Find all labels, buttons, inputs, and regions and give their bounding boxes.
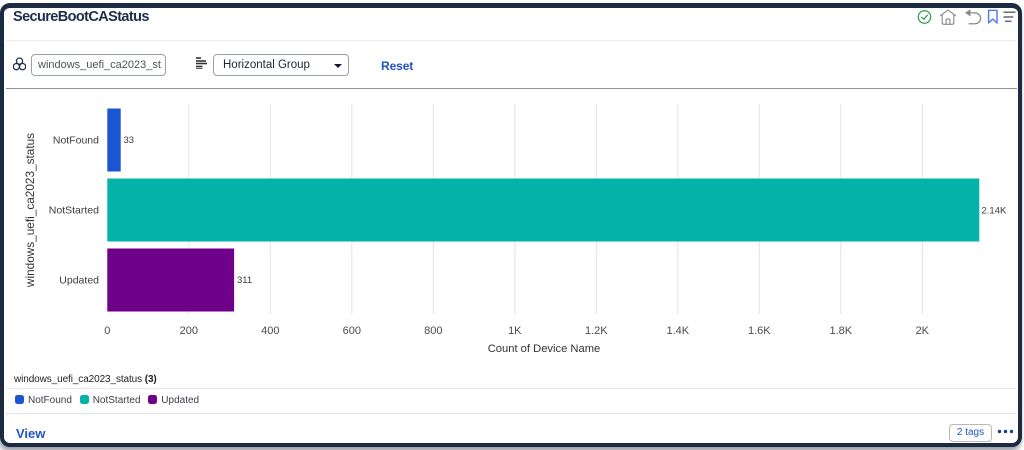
svg-text:1.8K: 1.8K bbox=[829, 325, 852, 337]
svg-text:2.14K: 2.14K bbox=[982, 206, 1007, 217]
svg-text:33: 33 bbox=[124, 135, 135, 146]
svg-text:0: 0 bbox=[104, 325, 110, 337]
svg-text:windows_uefi_ca2023_status: windows_uefi_ca2023_status bbox=[23, 133, 37, 288]
svg-text:1.6K: 1.6K bbox=[748, 325, 771, 337]
svg-text:NotStarted: NotStarted bbox=[49, 205, 99, 217]
svg-text:1K: 1K bbox=[508, 325, 522, 337]
svg-text:Count of Device Name: Count of Device Name bbox=[488, 343, 601, 355]
svg-text:2K: 2K bbox=[916, 325, 930, 337]
svg-text:1.2K: 1.2K bbox=[585, 325, 608, 337]
svg-text:Updated: Updated bbox=[59, 275, 99, 287]
svg-text:311: 311 bbox=[237, 275, 252, 286]
svg-text:600: 600 bbox=[343, 325, 361, 337]
svg-text:1.4K: 1.4K bbox=[666, 325, 689, 337]
svg-text:200: 200 bbox=[180, 325, 198, 337]
svg-text:NotFound: NotFound bbox=[53, 135, 99, 147]
svg-text:400: 400 bbox=[261, 325, 279, 337]
svg-text:800: 800 bbox=[424, 325, 442, 337]
